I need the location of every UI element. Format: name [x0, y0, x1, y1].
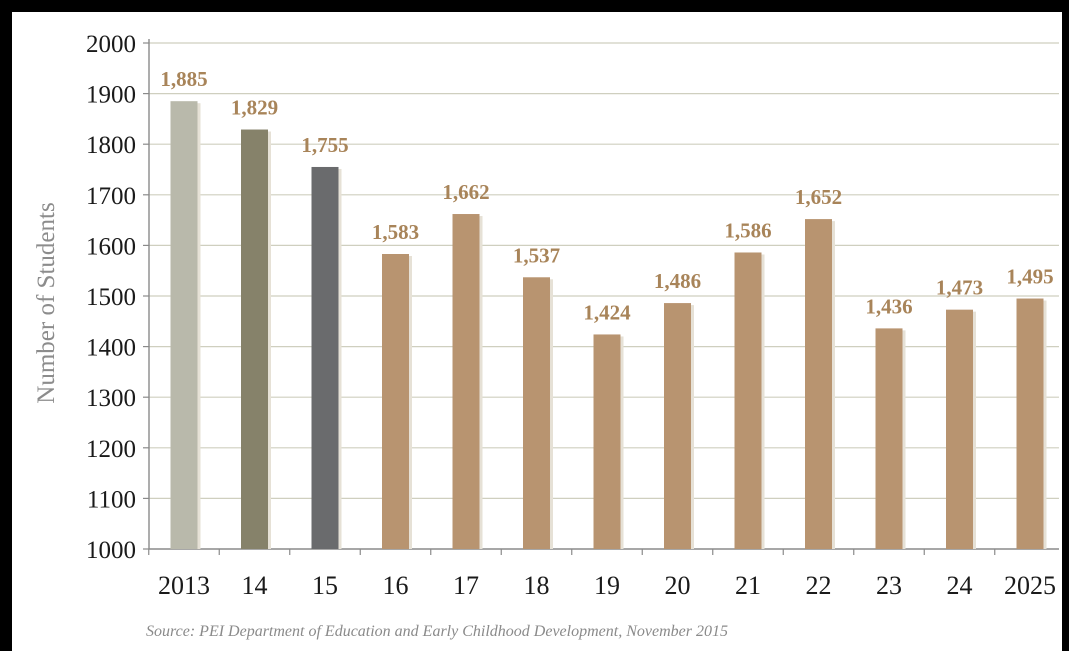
bar-20 — [664, 303, 691, 549]
x-tick-label-2025: 2025 — [1004, 571, 1056, 600]
x-tick-label-14: 14 — [242, 571, 268, 600]
x-tick-label-24: 24 — [947, 571, 973, 600]
x-tick-label-18: 18 — [524, 571, 550, 600]
data-label-18: 1,537 — [513, 243, 560, 267]
enrollment-bar-chart: 1000 1100 1200 1300 1400 1500 1600 1700 1800 1900… — [33, 31, 1059, 600]
data-labels: 1,885 1,829 1,755 1,583 1,662 1,537 1,424 1,486… — [160, 67, 1053, 324]
x-tick-label-23: 23 — [876, 571, 902, 600]
bar-15 — [311, 166, 339, 549]
bars — [170, 101, 1047, 549]
data-label-19: 1,424 — [583, 300, 631, 324]
x-tick-labels: 2013 14 15 16 17 18 19 20 21 22 23 24 2025 — [158, 571, 1056, 600]
y-tick-label: 1800 — [86, 132, 136, 159]
bar-24 — [946, 309, 973, 549]
data-label-23: 1,436 — [865, 294, 912, 318]
gridlines — [149, 42, 1059, 499]
data-label-16: 1,583 — [372, 220, 419, 244]
y-axis-title: Number of Students — [33, 202, 60, 403]
y-tick-label: 1000 — [86, 537, 136, 564]
source-note: Source: PEI Department of Education and … — [146, 623, 728, 640]
y-tick-label: 1900 — [86, 82, 136, 109]
x-tick-label-21: 21 — [735, 571, 761, 600]
y-tick-label: 1300 — [86, 385, 136, 412]
bar-18 — [523, 277, 550, 549]
y-tick-label: 1400 — [86, 335, 136, 362]
x-tick-label-22: 22 — [806, 571, 832, 600]
bar-23 — [875, 328, 903, 549]
data-label-17: 1,662 — [442, 180, 489, 204]
y-tick-label: 1500 — [86, 284, 136, 311]
x-tick-label-15: 15 — [312, 571, 338, 600]
data-label-24: 1,473 — [936, 276, 983, 300]
bar-17 — [452, 214, 480, 549]
data-label-14: 1,829 — [231, 96, 278, 120]
y-tick-label: 1100 — [87, 486, 136, 513]
y-tick-label: 1700 — [86, 183, 136, 210]
y-tick-label: 1200 — [86, 436, 136, 463]
y-tick-labels: 1000 1100 1200 1300 1400 1500 1600 1700 1800 1900… — [86, 31, 136, 564]
bar-22 — [805, 219, 832, 549]
bar-14 — [241, 129, 268, 549]
data-label-20: 1,486 — [654, 269, 701, 293]
data-label-22: 1,652 — [795, 185, 842, 209]
data-label-2013: 1,885 — [160, 67, 207, 91]
bar-21 — [734, 252, 762, 549]
x-tick-label-19: 19 — [594, 571, 620, 600]
chart-frame: 1000 1100 1200 1300 1400 1500 1600 1700 1800 1900… — [12, 12, 1062, 651]
y-tick-label: 1600 — [86, 233, 136, 260]
x-tick-label-2013: 2013 — [158, 571, 210, 600]
bar-2013 — [170, 101, 198, 549]
data-label-2025: 1,495 — [1006, 265, 1053, 289]
x-tick-label-16: 16 — [383, 571, 409, 600]
bar-16 — [382, 254, 409, 549]
x-tick-label-17: 17 — [453, 571, 479, 600]
data-label-21: 1,586 — [724, 218, 771, 242]
bar-2025 — [1016, 298, 1044, 549]
data-label-15: 1,755 — [301, 133, 348, 157]
bar-19 — [593, 334, 621, 549]
y-tick-label: 2000 — [86, 31, 136, 58]
x-tick-label-20: 20 — [665, 571, 691, 600]
